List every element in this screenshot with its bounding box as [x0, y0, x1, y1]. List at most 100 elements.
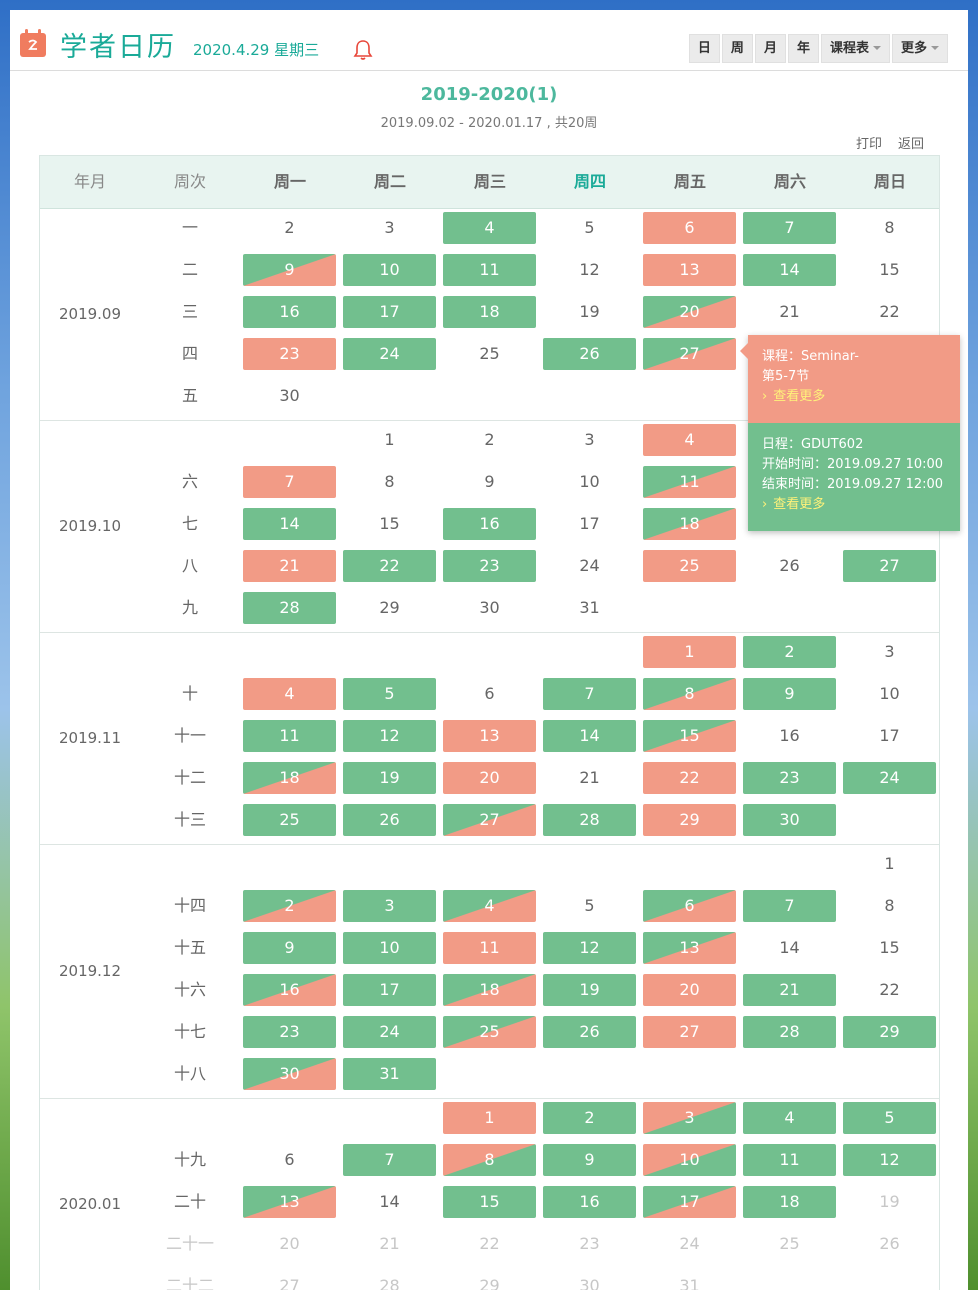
calendar-day[interactable]: 15	[379, 514, 400, 533]
calendar-day[interactable]: 24	[843, 762, 936, 794]
calendar-day[interactable]: 7	[343, 1144, 436, 1176]
calendar-day[interactable]: 26	[779, 556, 800, 575]
calendar-day[interactable]: 15	[443, 1186, 536, 1218]
calendar-day[interactable]: 14	[779, 938, 800, 957]
calendar-day[interactable]: 29	[479, 1276, 500, 1290]
calendar-day[interactable]: 30	[479, 598, 500, 617]
calendar-day[interactable]: 1	[643, 636, 736, 668]
calendar-day[interactable]: 2	[284, 218, 295, 237]
calendar-day[interactable]: 17	[879, 726, 900, 745]
calendar-day[interactable]: 13	[643, 254, 736, 286]
calendar-day[interactable]: 10	[579, 472, 600, 491]
calendar-day[interactable]: 6	[484, 684, 495, 703]
calendar-day[interactable]: 29	[843, 1016, 936, 1048]
calendar-day[interactable]: 10	[343, 932, 436, 964]
calendar-day[interactable]: 3	[384, 218, 395, 237]
calendar-day[interactable]: 12	[343, 720, 436, 752]
calendar-day[interactable]: 25	[443, 1016, 536, 1048]
calendar-day[interactable]: 20	[443, 762, 536, 794]
calendar-day[interactable]: 4	[643, 424, 736, 456]
calendar-day[interactable]: 29	[643, 804, 736, 836]
calendar-day[interactable]: 16	[543, 1186, 636, 1218]
calendar-day[interactable]: 11	[643, 466, 736, 498]
calendar-day[interactable]: 28	[243, 592, 336, 624]
calendar-day[interactable]: 4	[243, 678, 336, 710]
calendar-day[interactable]: 3	[584, 430, 595, 449]
calendar-day[interactable]: 22	[879, 302, 900, 321]
calendar-day[interactable]: 27	[643, 338, 736, 370]
calendar-day[interactable]: 22	[643, 762, 736, 794]
calendar-day[interactable]: 27	[443, 804, 536, 836]
calendar-day[interactable]: 8	[884, 218, 895, 237]
schedule-more-link[interactable]: › 查看更多	[762, 495, 946, 515]
calendar-day[interactable]: 3	[884, 642, 895, 661]
calendar-day[interactable]: 4	[743, 1102, 836, 1134]
calendar-day[interactable]: 22	[343, 550, 436, 582]
back-link[interactable]: 返回	[898, 137, 925, 152]
calendar-day[interactable]: 11	[443, 254, 536, 286]
calendar-day[interactable]: 30	[743, 804, 836, 836]
calendar-day[interactable]: 7	[743, 890, 836, 922]
calendar-day[interactable]: 19	[879, 1192, 900, 1211]
calendar-day[interactable]: 25	[479, 344, 500, 363]
calendar-day[interactable]: 1	[443, 1102, 536, 1134]
calendar-day[interactable]: 18	[443, 974, 536, 1006]
calendar-day[interactable]: 18	[243, 762, 336, 794]
course-more-link[interactable]: › 查看更多	[762, 387, 946, 407]
calendar-day[interactable]: 23	[243, 1016, 336, 1048]
calendar-day[interactable]: 14	[543, 720, 636, 752]
calendar-day[interactable]: 28	[743, 1016, 836, 1048]
calendar-day[interactable]: 16	[779, 726, 800, 745]
calendar-day[interactable]: 11	[743, 1144, 836, 1176]
calendar-day[interactable]: 10	[343, 254, 436, 286]
view-week-button[interactable]: 周	[721, 34, 753, 63]
calendar-day[interactable]: 1	[384, 430, 395, 449]
calendar-day[interactable]: 22	[479, 1234, 500, 1253]
calendar-day[interactable]: 10	[879, 684, 900, 703]
calendar-day[interactable]: 24	[679, 1234, 700, 1253]
calendar-day[interactable]: 5	[584, 896, 595, 915]
view-year-button[interactable]: 年	[787, 34, 819, 63]
calendar-day[interactable]: 15	[879, 938, 900, 957]
calendar-day[interactable]: 6	[284, 1150, 295, 1169]
calendar-day[interactable]: 12	[843, 1144, 936, 1176]
calendar-day[interactable]: 26	[879, 1234, 900, 1253]
calendar-day[interactable]: 21	[243, 550, 336, 582]
calendar-day[interactable]: 21	[779, 302, 800, 321]
calendar-day[interactable]: 21	[379, 1234, 400, 1253]
view-day-button[interactable]: 日	[688, 34, 720, 63]
calendar-day[interactable]: 6	[643, 212, 736, 244]
calendar-day[interactable]: 8	[384, 472, 395, 491]
calendar-day[interactable]: 18	[643, 508, 736, 540]
calendar-day[interactable]: 22	[879, 980, 900, 999]
calendar-day[interactable]: 10	[643, 1144, 736, 1176]
calendar-day[interactable]: 31	[579, 598, 600, 617]
calendar-day[interactable]: 16	[443, 508, 536, 540]
calendar-day[interactable]: 24	[343, 1016, 436, 1048]
calendar-day[interactable]: 3	[343, 890, 436, 922]
calendar-day[interactable]: 30	[243, 1058, 336, 1090]
calendar-day[interactable]: 27	[843, 550, 936, 582]
calendar-day[interactable]: 5	[343, 678, 436, 710]
calendar-day[interactable]: 14	[243, 508, 336, 540]
calendar-day[interactable]: 11	[443, 932, 536, 964]
calendar-day[interactable]: 9	[484, 472, 495, 491]
calendar-day[interactable]: 23	[243, 338, 336, 370]
calendar-day[interactable]: 1	[884, 854, 895, 873]
calendar-day[interactable]: 4	[443, 890, 536, 922]
bell-icon[interactable]	[351, 38, 375, 62]
calendar-day[interactable]: 7	[243, 466, 336, 498]
calendar-day[interactable]: 19	[543, 974, 636, 1006]
calendar-day[interactable]: 7	[543, 678, 636, 710]
calendar-day[interactable]: 7	[743, 212, 836, 244]
calendar-day[interactable]: 21	[743, 974, 836, 1006]
calendar-day[interactable]: 4	[443, 212, 536, 244]
calendar-day[interactable]: 2	[743, 636, 836, 668]
calendar-day[interactable]: 24	[343, 338, 436, 370]
calendar-day[interactable]: 24	[579, 556, 600, 575]
calendar-day[interactable]: 14	[743, 254, 836, 286]
calendar-day[interactable]: 20	[279, 1234, 300, 1253]
calendar-day[interactable]: 8	[443, 1144, 536, 1176]
more-dropdown[interactable]: 更多	[891, 34, 948, 63]
calendar-day[interactable]: 17	[643, 1186, 736, 1218]
